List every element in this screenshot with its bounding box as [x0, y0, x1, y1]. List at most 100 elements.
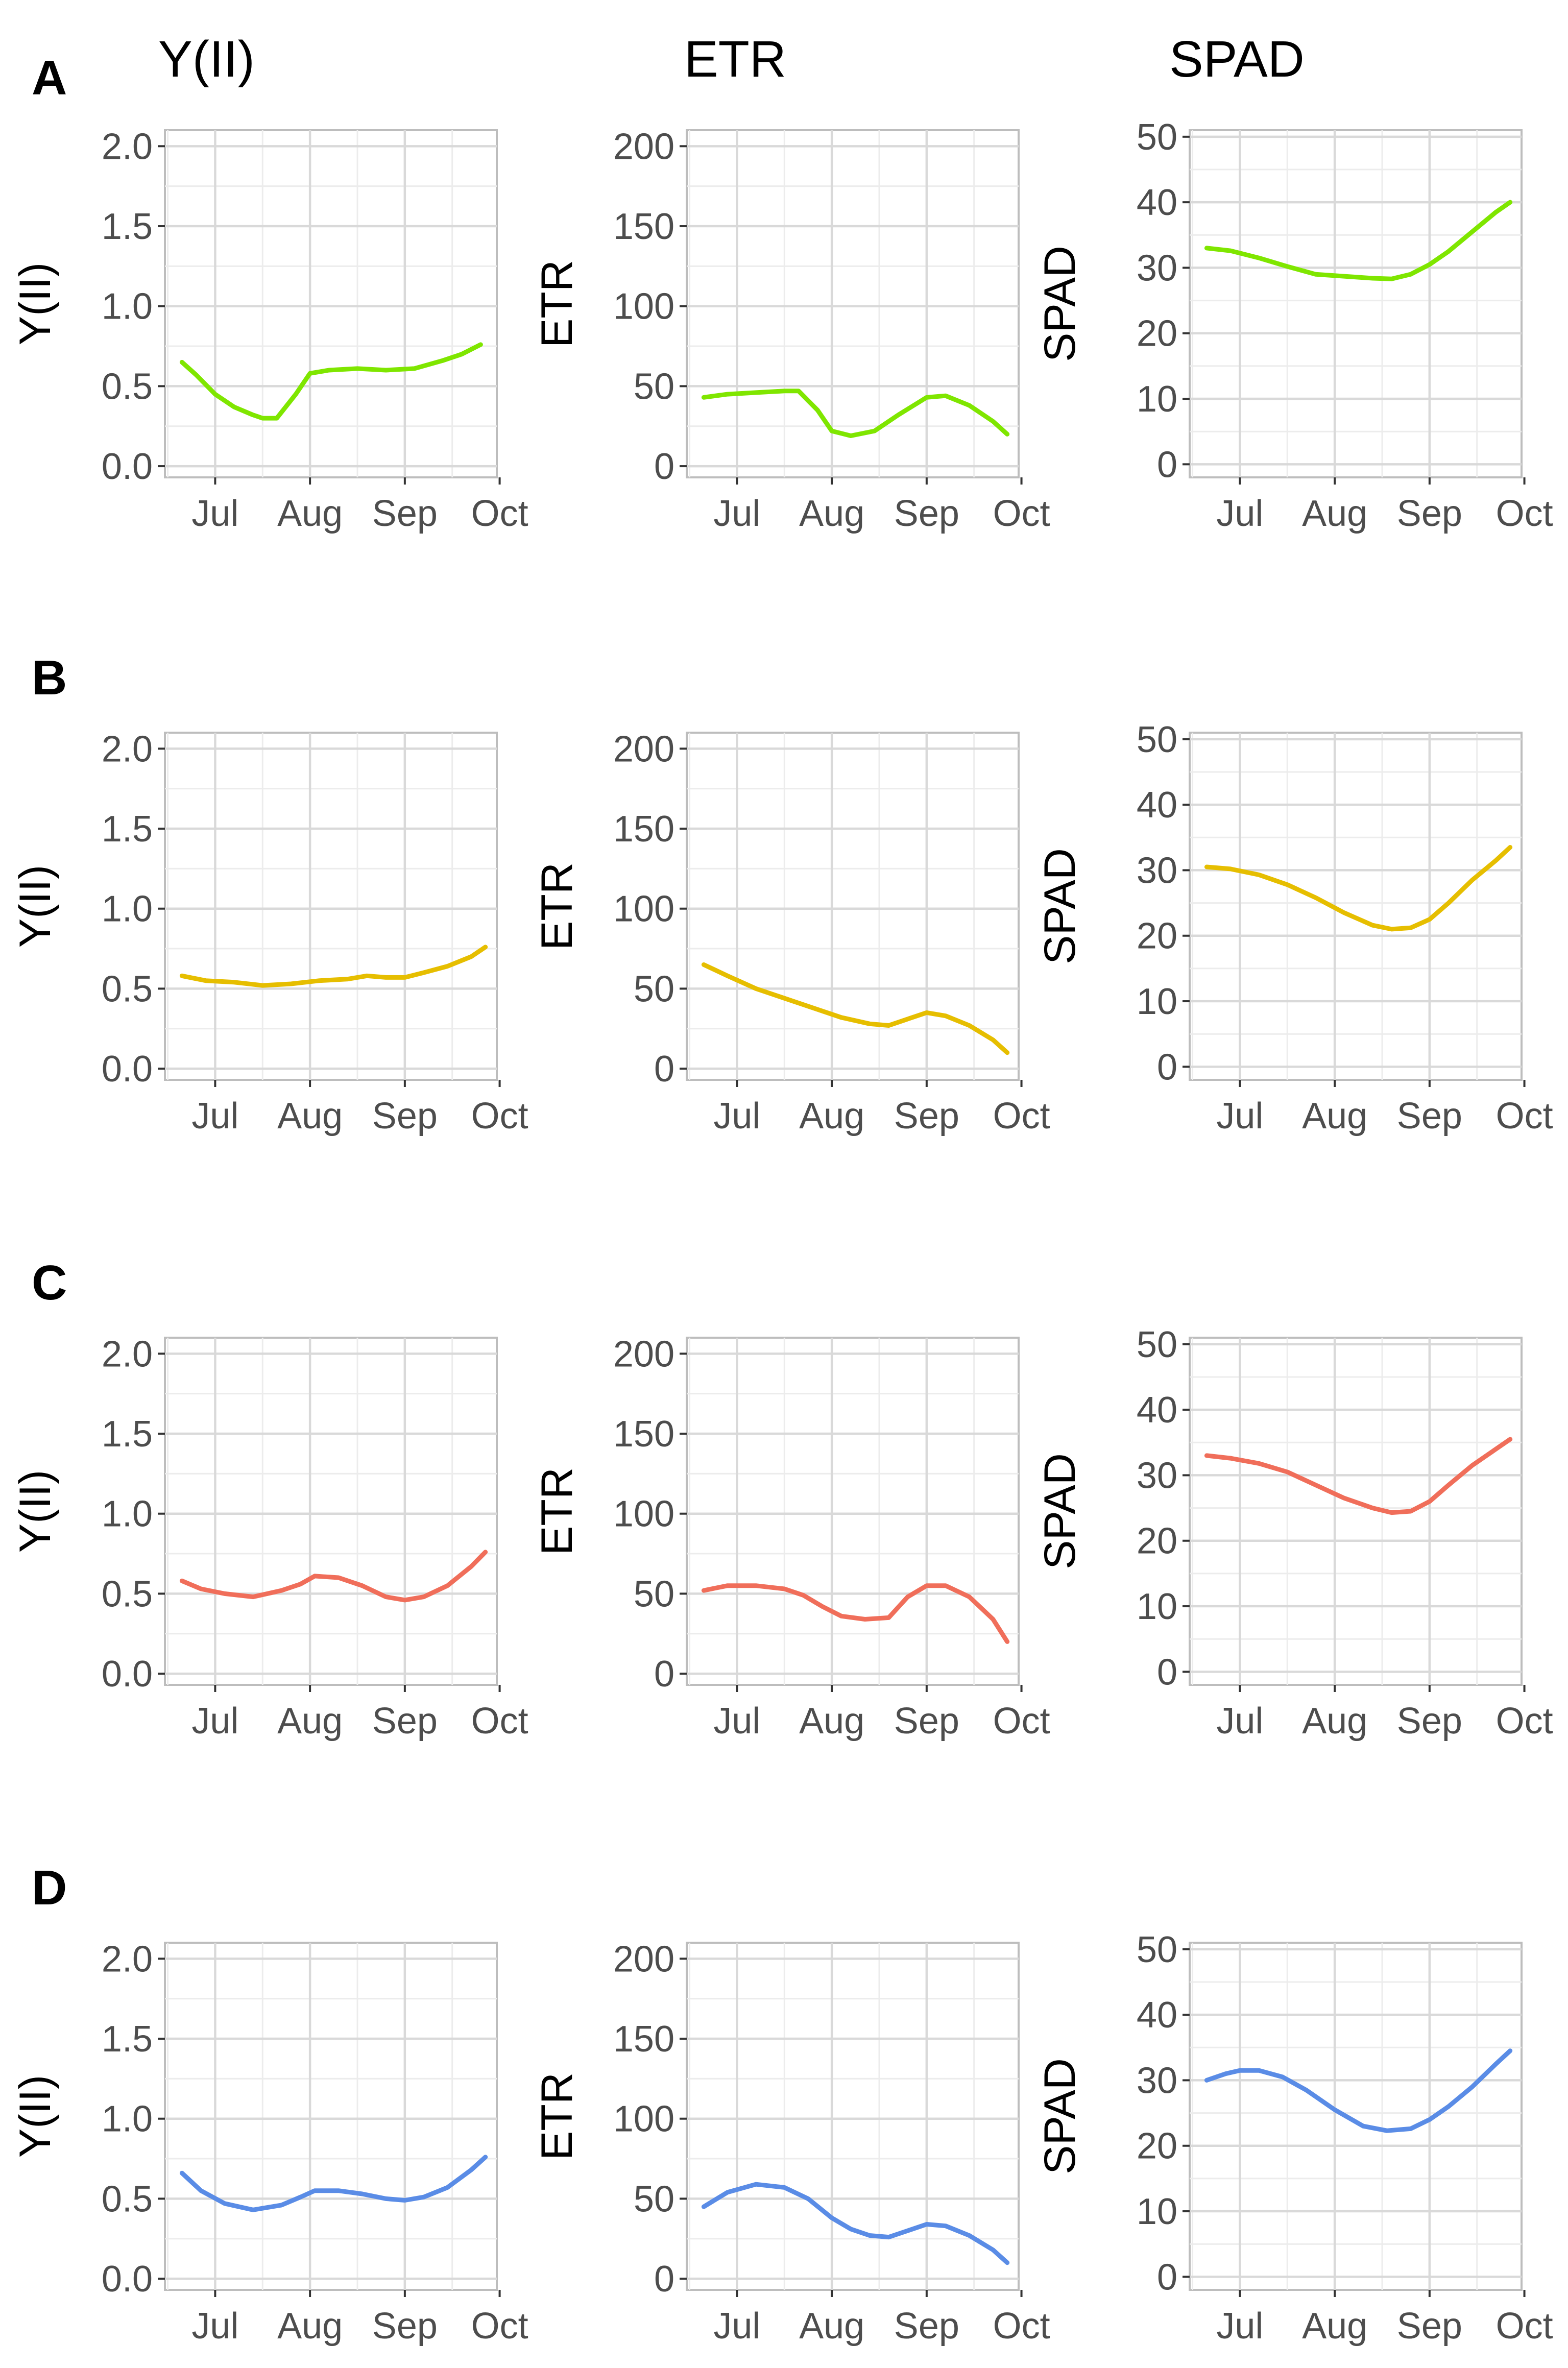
- series-line-C-etr: [701, 1583, 1010, 1644]
- x-tick-label: Jul: [1216, 493, 1263, 534]
- column-title-yii: Y(II): [158, 31, 255, 88]
- panel-C-spad: 0 10 20 30 40 50 Jul Aug Sep Oct SPAD: [1035, 1324, 1553, 1742]
- x-tick-label: Aug: [277, 493, 343, 534]
- x-tick-label: Jul: [1216, 1096, 1263, 1137]
- x-tick-label: Oct: [471, 493, 528, 534]
- y-tick-label: 200: [613, 729, 674, 769]
- x-tick-label: Jul: [191, 493, 238, 534]
- panel-letter-B: B: [32, 650, 67, 705]
- y-tick-label: 40: [1137, 1995, 1177, 2036]
- y-tick-label: 30: [1137, 1455, 1177, 1496]
- series-line-B-spad: [1204, 845, 1513, 932]
- plot-area: [1189, 129, 1523, 478]
- x-tick-label: Aug: [1302, 493, 1367, 534]
- y-axis-title: Y(II): [11, 1470, 60, 1553]
- x-tick-label: Sep: [372, 2306, 438, 2347]
- x-tick-label: Aug: [277, 2306, 343, 2347]
- y-axis-title: ETR: [533, 260, 582, 348]
- y-tick-label: 30: [1137, 2060, 1177, 2101]
- y-axis-title: ETR: [533, 862, 582, 950]
- y-tick-label: 0.5: [102, 1574, 153, 1614]
- x-tick-label: Oct: [1496, 2306, 1553, 2347]
- y-tick-label: 100: [613, 2099, 674, 2140]
- x-tick-label: Oct: [1496, 493, 1553, 534]
- y-axis-title: ETR: [533, 2072, 582, 2160]
- x-tick-label: Sep: [1397, 2306, 1462, 2347]
- x-tick-label: Sep: [1397, 493, 1462, 534]
- series-line-A-etr: [701, 389, 1010, 438]
- y-tick-label: 1.5: [102, 809, 153, 850]
- y-tick-label: 150: [613, 1414, 674, 1455]
- y-tick-label: 50: [1137, 117, 1177, 158]
- y-tick-label: 30: [1137, 248, 1177, 288]
- x-tick-label: Oct: [471, 1096, 528, 1137]
- y-tick-label: 20: [1137, 2126, 1177, 2167]
- column-title-spad: SPAD: [1169, 31, 1305, 88]
- x-tick-label: Sep: [894, 493, 959, 534]
- series-line-B-yii: [179, 945, 488, 988]
- x-tick-label: Aug: [799, 2306, 864, 2347]
- series-line-B-etr: [701, 962, 1010, 1055]
- y-tick-label: 50: [1137, 1324, 1177, 1365]
- plot-area: [1189, 1942, 1523, 2291]
- y-tick-label: 150: [613, 2019, 674, 2060]
- y-tick-label: 2.0: [102, 126, 153, 167]
- x-tick-label: Jul: [713, 1096, 760, 1137]
- y-tick-label: 40: [1137, 182, 1177, 223]
- plot-area: [686, 1337, 1020, 1686]
- panel-letter-D: D: [32, 1860, 67, 1915]
- x-tick-label: Sep: [372, 1096, 438, 1137]
- y-axis-title: SPAD: [1035, 848, 1084, 964]
- panel-A-spad: 0 10 20 30 40 50 Jul Aug Sep Oct SPAD: [1035, 117, 1553, 534]
- y-tick-label: 10: [1137, 379, 1177, 420]
- x-tick-label: Jul: [713, 1701, 760, 1742]
- y-tick-label: 0: [654, 1654, 674, 1695]
- y-tick-label: 150: [613, 206, 674, 247]
- y-tick-label: 0: [654, 446, 674, 487]
- y-tick-label: 100: [613, 286, 674, 327]
- y-tick-label: 20: [1137, 1521, 1177, 1562]
- x-tick-label: Oct: [993, 2306, 1050, 2347]
- y-tick-label: 1.5: [102, 1414, 153, 1455]
- plot-area: [164, 129, 498, 478]
- series-line-C-spad: [1204, 1437, 1513, 1515]
- plot-area: [164, 1337, 498, 1686]
- plot-area: [164, 1942, 498, 2291]
- x-tick-label: Jul: [1216, 1701, 1263, 1742]
- y-tick-label: 20: [1137, 916, 1177, 957]
- x-tick-label: Sep: [372, 1701, 438, 1742]
- x-tick-label: Aug: [799, 1096, 864, 1137]
- panel-D-yii: D 0.0 0.5 1.0 1.5 2.0 Jul Aug Sep Oct Y(II): [11, 1860, 528, 2347]
- plot-area: [1189, 1337, 1523, 1686]
- y-tick-label: 30: [1137, 850, 1177, 891]
- series-line-D-yii: [179, 2155, 488, 2212]
- x-tick-label: Sep: [372, 493, 438, 534]
- x-tick-label: Jul: [713, 493, 760, 534]
- y-tick-label: 1.0: [102, 286, 153, 327]
- y-tick-label: 40: [1137, 1390, 1177, 1431]
- panel-A-yii: A 0.0 0.5 1.0 1.5 2.0 Jul Aug Sep Oct Y(II): [11, 51, 528, 534]
- x-tick-label: Aug: [799, 1701, 864, 1742]
- x-tick-label: Oct: [993, 1701, 1050, 1742]
- x-tick-label: Oct: [993, 1096, 1050, 1137]
- series-line-D-spad: [1204, 2048, 1513, 2133]
- y-tick-label: 10: [1137, 2191, 1177, 2232]
- y-tick-label: 1.0: [102, 1494, 153, 1535]
- y-tick-label: 0.5: [102, 366, 153, 407]
- x-tick-label: Jul: [713, 2306, 760, 2347]
- y-tick-label: 0: [654, 1049, 674, 1090]
- y-tick-label: 50: [1137, 719, 1177, 760]
- y-tick-label: 0: [1157, 2257, 1177, 2298]
- panel-B-spad: 0 10 20 30 40 50 Jul Aug Sep Oct SPAD: [1035, 719, 1553, 1137]
- y-tick-label: 0.5: [102, 2179, 153, 2219]
- y-tick-label: 2.0: [102, 1334, 153, 1374]
- y-tick-label: 10: [1137, 981, 1177, 1022]
- x-tick-label: Aug: [1302, 2306, 1367, 2347]
- y-tick-label: 0.0: [102, 446, 153, 487]
- y-tick-label: 150: [613, 809, 674, 850]
- plot-area: [164, 732, 498, 1081]
- y-tick-label: 200: [613, 126, 674, 167]
- y-axis-title: ETR: [533, 1467, 582, 1555]
- panel-B-etr: 0 50 100 150 200 Jul Aug Sep Oct ETR: [533, 729, 1050, 1137]
